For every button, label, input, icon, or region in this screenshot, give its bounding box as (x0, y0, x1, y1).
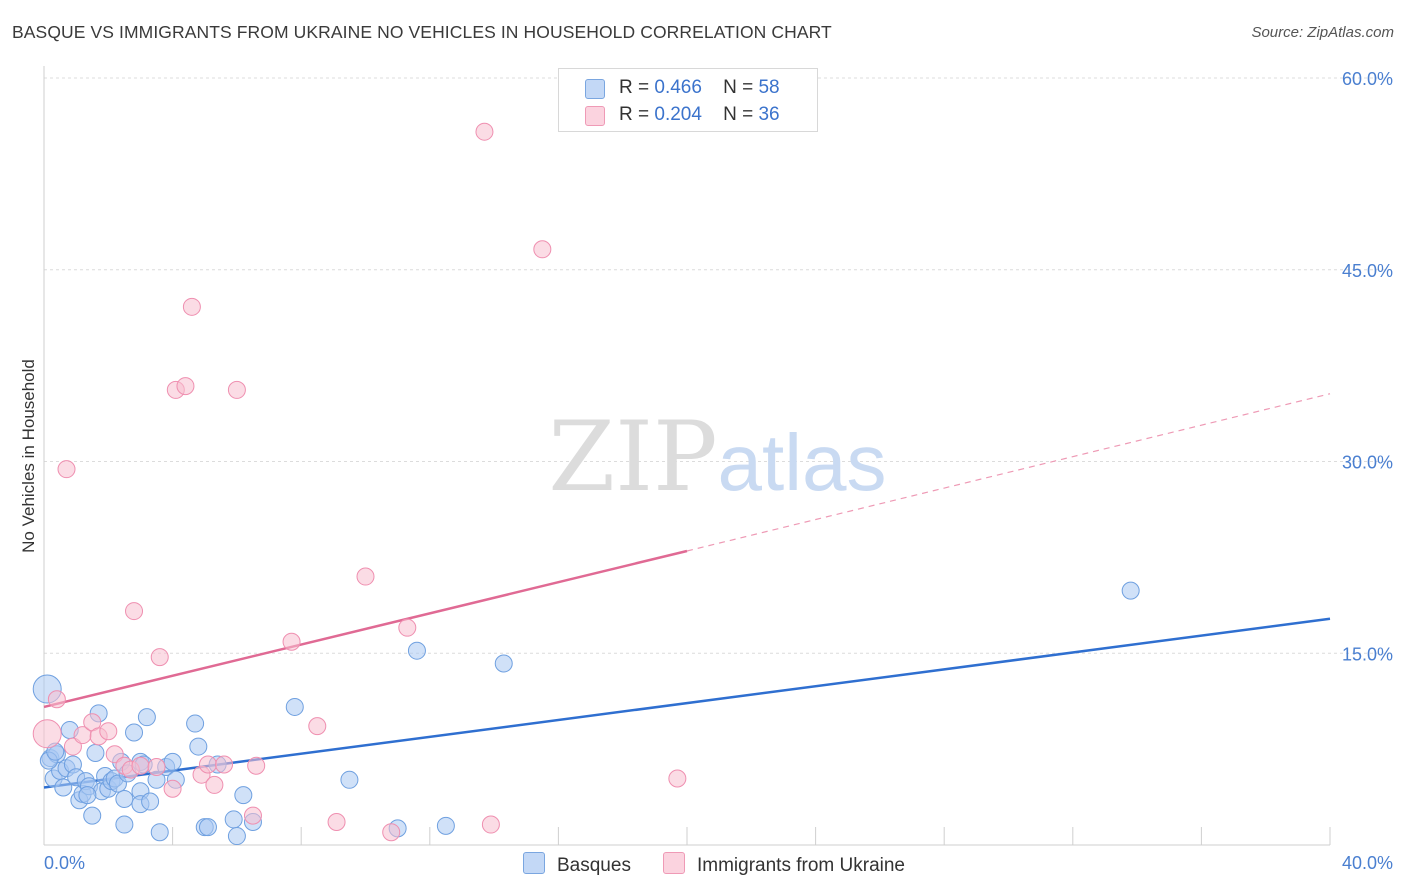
ukraine-point (198, 755, 217, 774)
basques-point (83, 806, 102, 825)
bottom-legend-label: Immigrants from Ukraine (697, 855, 905, 876)
basques-point (234, 786, 253, 805)
axes (43, 66, 1331, 846)
basques-point (150, 823, 169, 842)
legend-r-value: 0.204 (654, 104, 702, 125)
basques-point (285, 697, 304, 716)
bottom-legend-ukraine: Immigrants from Ukraine (663, 852, 905, 877)
grid-lines (44, 77, 1392, 654)
watermark: ZIP atlas (548, 401, 886, 513)
y-tick-label: 15.0% (1342, 644, 1393, 664)
basques-point (407, 641, 426, 660)
basques-point (54, 778, 73, 797)
watermark-zip: ZIP (548, 401, 717, 513)
basques-point (115, 815, 134, 834)
legend-r-label: R = (619, 104, 650, 125)
ukraine-point (32, 719, 62, 749)
ukraine-point (382, 823, 401, 842)
y-axis-label: No Vehicles in Household (19, 359, 38, 553)
ukraine-point (57, 460, 76, 479)
legend-r-value: 0.466 (654, 77, 702, 98)
ukraine-point (182, 297, 201, 316)
x-tick-label: 0.0% (44, 853, 85, 873)
y-tick-label: 45.0% (1342, 261, 1393, 281)
ukraine-point (668, 769, 687, 788)
legend-n-value: 36 (758, 104, 780, 125)
ukraine-point (125, 602, 144, 621)
ukraine-point (533, 240, 552, 259)
ukraine-point (163, 779, 182, 798)
basques-point (186, 714, 205, 733)
ukraine-point (150, 648, 169, 667)
basques-point (163, 752, 182, 771)
ukraine-point (227, 380, 246, 399)
ukraine-point (105, 745, 124, 764)
basques-point (78, 786, 97, 805)
ukraine-point (47, 690, 66, 709)
bottom-legend-label: Basques (557, 855, 631, 876)
y-tick-label: 30.0% (1342, 453, 1393, 473)
ukraine-point (356, 567, 375, 586)
ukraine-point (475, 122, 494, 141)
legend-n-label: N = (723, 104, 754, 125)
legend-n-label: N = (723, 77, 754, 98)
basques-point (494, 654, 513, 673)
basques-trend-line (43, 617, 1331, 789)
legend-swatch-ukraine (585, 106, 605, 126)
ukraine-trend-extension (686, 393, 1331, 552)
ukraine-point (147, 758, 166, 777)
basques-point (436, 816, 455, 835)
ukraine-point (398, 618, 417, 637)
ukraine-point (282, 632, 301, 651)
y-tick-label: 60.0% (1342, 69, 1393, 89)
ukraine-point (247, 756, 266, 775)
ukraine-point (205, 775, 224, 794)
ukraine-trend-line (43, 549, 688, 709)
basques-point (86, 743, 105, 762)
basques-point (189, 737, 208, 756)
source-credit: Source: ZipAtlas.com (1251, 24, 1394, 41)
basques-point (224, 810, 243, 829)
basques-point (227, 827, 246, 846)
bottom-legend-basques: Basques (523, 852, 631, 877)
data-points (32, 122, 1140, 846)
basques-point (141, 792, 160, 811)
x-tick-label: 40.0% (1342, 853, 1393, 873)
watermark-atlas: atlas (718, 418, 887, 507)
ukraine-point (176, 377, 195, 396)
ukraine-point (243, 806, 262, 825)
ukraine-point (99, 722, 118, 741)
basques-point (115, 789, 134, 808)
legend-r-label: R = (619, 77, 650, 98)
basques-point (198, 818, 217, 837)
legend-swatch-basques (585, 79, 605, 99)
bottom-swatch-basques (523, 852, 545, 874)
stats-legend: R = 0.466 N = 58 R = 0.204 N = 36 (558, 68, 818, 132)
ukraine-point (63, 737, 82, 756)
chart-title: BASQUE VS IMMIGRANTS FROM UKRAINE NO VEH… (12, 22, 832, 42)
basques-point (137, 708, 156, 727)
axis-labels: 15.0% 30.0% 45.0% 60.0% 0.0% 40.0% No Vehicles… (19, 69, 1393, 873)
ukraine-point (308, 717, 327, 736)
ukraine-point (481, 815, 500, 834)
ukraine-point (215, 755, 234, 774)
bottom-swatch-ukraine (663, 852, 685, 874)
basques-point (125, 723, 144, 742)
legend-n-value: 58 (758, 77, 780, 98)
basques-point (1121, 581, 1140, 600)
ukraine-point (131, 756, 150, 775)
ukraine-point (327, 812, 346, 831)
basques-point (340, 770, 359, 789)
